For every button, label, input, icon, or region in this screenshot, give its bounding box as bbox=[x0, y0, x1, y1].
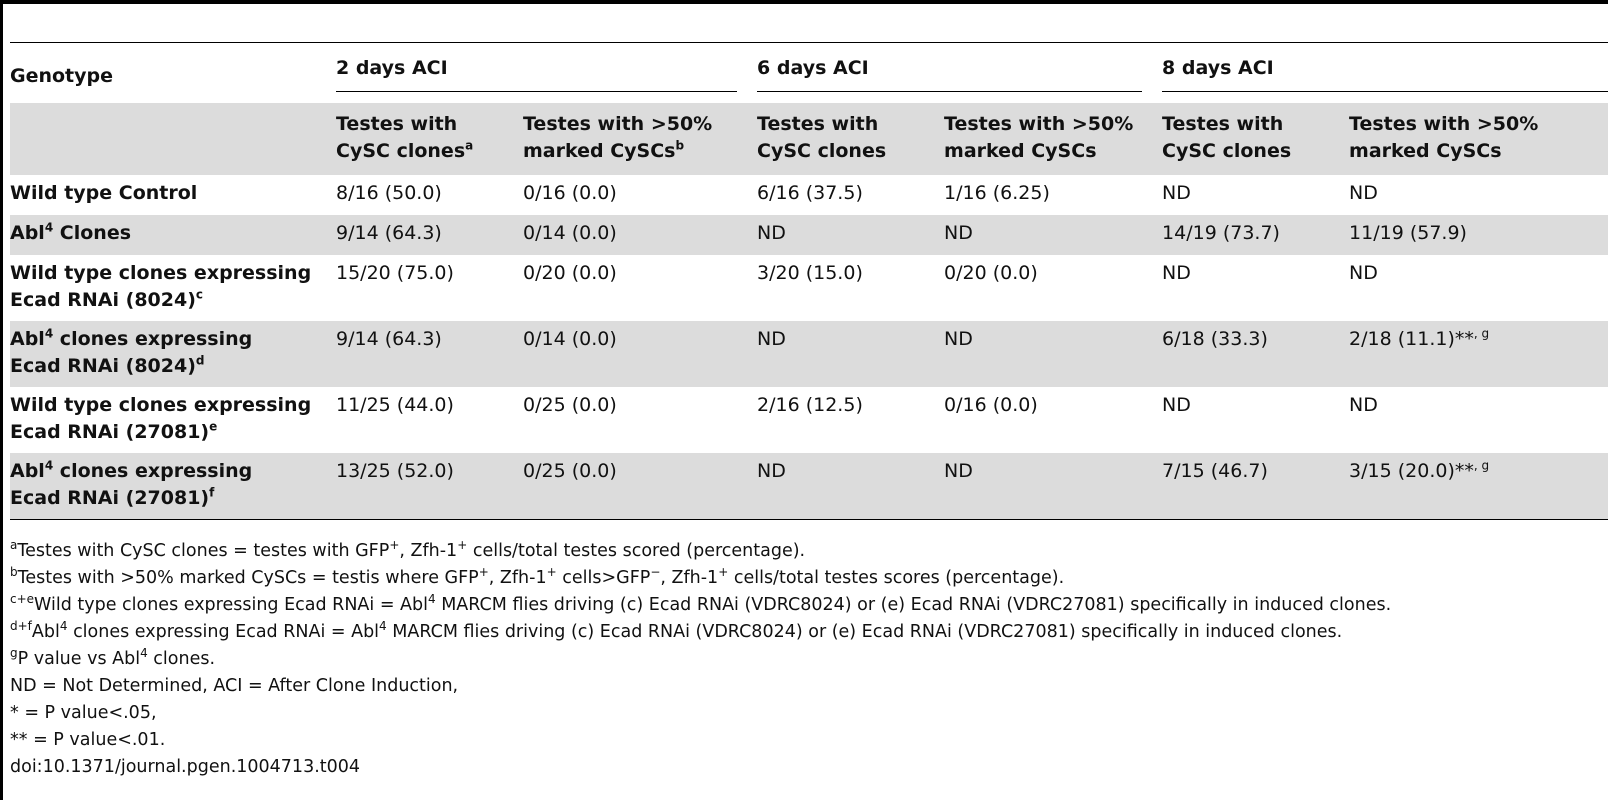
header-sub: Testes with CySC clones bbox=[1162, 103, 1350, 175]
footnote-df: d+fAbl4 clones expressing Ecad RNAi = Ab… bbox=[10, 619, 1343, 642]
header-group-6days: 6 days ACI bbox=[757, 42, 1163, 103]
data-cell: ND bbox=[1162, 182, 1191, 204]
genotype-cell: Wild type clones expressing Ecad RNAi (80… bbox=[10, 262, 312, 311]
header-group-8days: 8 days ACI bbox=[1162, 42, 1608, 103]
footnote-a: aTestes with CySC clones = testes with G… bbox=[10, 538, 806, 561]
data-cell: 3/20 (15.0) bbox=[757, 262, 863, 284]
table-container: Genotype 2 days ACI 6 days ACI 8 days AC… bbox=[10, 42, 1608, 520]
footnote-g: gP value vs Abl4 clones. bbox=[10, 646, 216, 669]
footnote-b: bTestes with >50% marked CySCs = testis … bbox=[10, 565, 1065, 588]
data-cell: 0/14 (0.0) bbox=[523, 215, 758, 255]
data-cell: ND bbox=[1349, 394, 1378, 416]
data-cell: ND bbox=[944, 453, 1163, 520]
header-sub: Testes with >50% marked CySCsb bbox=[523, 103, 758, 175]
data-cell: 0/20 (0.0) bbox=[944, 262, 1038, 284]
genotype-cell: Abl4 clones expressing Ecad RNAi (27081)f bbox=[10, 453, 336, 520]
header-sub: Testes with >50% marked CySCs bbox=[1349, 103, 1608, 175]
data-cell: ND bbox=[1349, 182, 1378, 204]
table-row: Wild type clones expressing Ecad RNAi (80… bbox=[10, 255, 1608, 321]
header-group-2days: 2 days ACI bbox=[336, 42, 758, 103]
header-row-groups: Genotype 2 days ACI 6 days ACI 8 days AC… bbox=[10, 42, 1608, 103]
data-cell: 1/16 (6.25) bbox=[944, 182, 1050, 204]
header-genotype: Genotype bbox=[10, 42, 336, 103]
data-cell: 0/16 (0.0) bbox=[523, 182, 617, 204]
genotype-cell: Wild type Control bbox=[10, 182, 198, 204]
data-cell: 0/16 (0.0) bbox=[944, 394, 1038, 416]
data-cell: 6/16 (37.5) bbox=[757, 182, 863, 204]
data-cell: ND bbox=[944, 215, 1163, 255]
data-cell: 2/18 (11.1)**, g bbox=[1349, 321, 1608, 387]
data-cell: 7/15 (46.7) bbox=[1162, 453, 1350, 520]
footnote-ce: c+eWild type clones expressing Ecad RNAi… bbox=[10, 592, 1392, 615]
results-table: Genotype 2 days ACI 6 days ACI 8 days AC… bbox=[10, 42, 1608, 520]
table-row: Abl4 Clones 9/14 (64.3) 0/14 (0.0) ND ND… bbox=[10, 215, 1608, 255]
header-sub-blank bbox=[10, 103, 336, 175]
footnote-star1: * = P value<.05, bbox=[10, 703, 157, 723]
data-cell: ND bbox=[757, 321, 945, 387]
data-cell: 8/16 (50.0) bbox=[336, 182, 442, 204]
table-row: Abl4 clones expressing Ecad RNAi (8024)d … bbox=[10, 321, 1608, 387]
genotype-cell: Abl4 clones expressing Ecad RNAi (8024)d bbox=[10, 321, 336, 387]
data-cell: 11/19 (57.9) bbox=[1349, 215, 1608, 255]
doi-link[interactable]: doi:10.1371/journal.pgen.1004713.t004 bbox=[10, 757, 361, 777]
data-cell: ND bbox=[1162, 394, 1191, 416]
data-cell: 0/20 (0.0) bbox=[523, 262, 617, 284]
header-sub: Testes with CySC clonesa bbox=[336, 103, 523, 175]
data-cell: ND bbox=[944, 321, 1163, 387]
table-row: Abl4 clones expressing Ecad RNAi (27081)f… bbox=[10, 453, 1608, 520]
table-row: Wild type Control 8/16 (50.0) 0/16 (0.0)… bbox=[10, 175, 1608, 215]
data-cell: 11/25 (44.0) bbox=[336, 394, 454, 416]
data-cell: ND bbox=[757, 215, 945, 255]
genotype-cell: Wild type clones expressing Ecad RNAi (27… bbox=[10, 394, 312, 443]
data-cell: 0/25 (0.0) bbox=[523, 394, 617, 416]
table-row: Wild type clones expressing Ecad RNAi (27… bbox=[10, 387, 1608, 453]
data-cell: 2/16 (12.5) bbox=[757, 394, 863, 416]
data-cell: 0/25 (0.0) bbox=[523, 453, 758, 520]
data-cell: 6/18 (33.3) bbox=[1162, 321, 1350, 387]
footnotes: aTestes with CySC clones = testes with G… bbox=[10, 538, 1600, 781]
footnote-nd: ND = Not Determined, ACI = After Clone I… bbox=[10, 676, 459, 696]
left-rule bbox=[0, 0, 3, 800]
data-cell: 15/20 (75.0) bbox=[336, 262, 454, 284]
data-cell: 3/15 (20.0)**, g bbox=[1349, 453, 1608, 520]
data-cell: ND bbox=[1349, 262, 1378, 284]
data-cell: 0/14 (0.0) bbox=[523, 321, 758, 387]
top-rule bbox=[0, 0, 1608, 4]
data-cell: 13/25 (52.0) bbox=[336, 453, 523, 520]
data-cell: 14/19 (73.7) bbox=[1162, 215, 1350, 255]
footnote-star2: ** = P value<.01. bbox=[10, 730, 166, 750]
header-row-sub: Testes with CySC clonesa Testes with >50%… bbox=[10, 103, 1608, 175]
data-cell: 9/14 (64.3) bbox=[336, 321, 523, 387]
data-cell: 9/14 (64.3) bbox=[336, 215, 523, 255]
header-sub: Testes with CySC clones bbox=[757, 103, 945, 175]
data-cell: ND bbox=[1162, 262, 1191, 284]
header-sub: Testes with >50% marked CySCs bbox=[944, 103, 1163, 175]
genotype-cell: Abl4 Clones bbox=[10, 215, 336, 255]
data-cell: ND bbox=[757, 453, 945, 520]
